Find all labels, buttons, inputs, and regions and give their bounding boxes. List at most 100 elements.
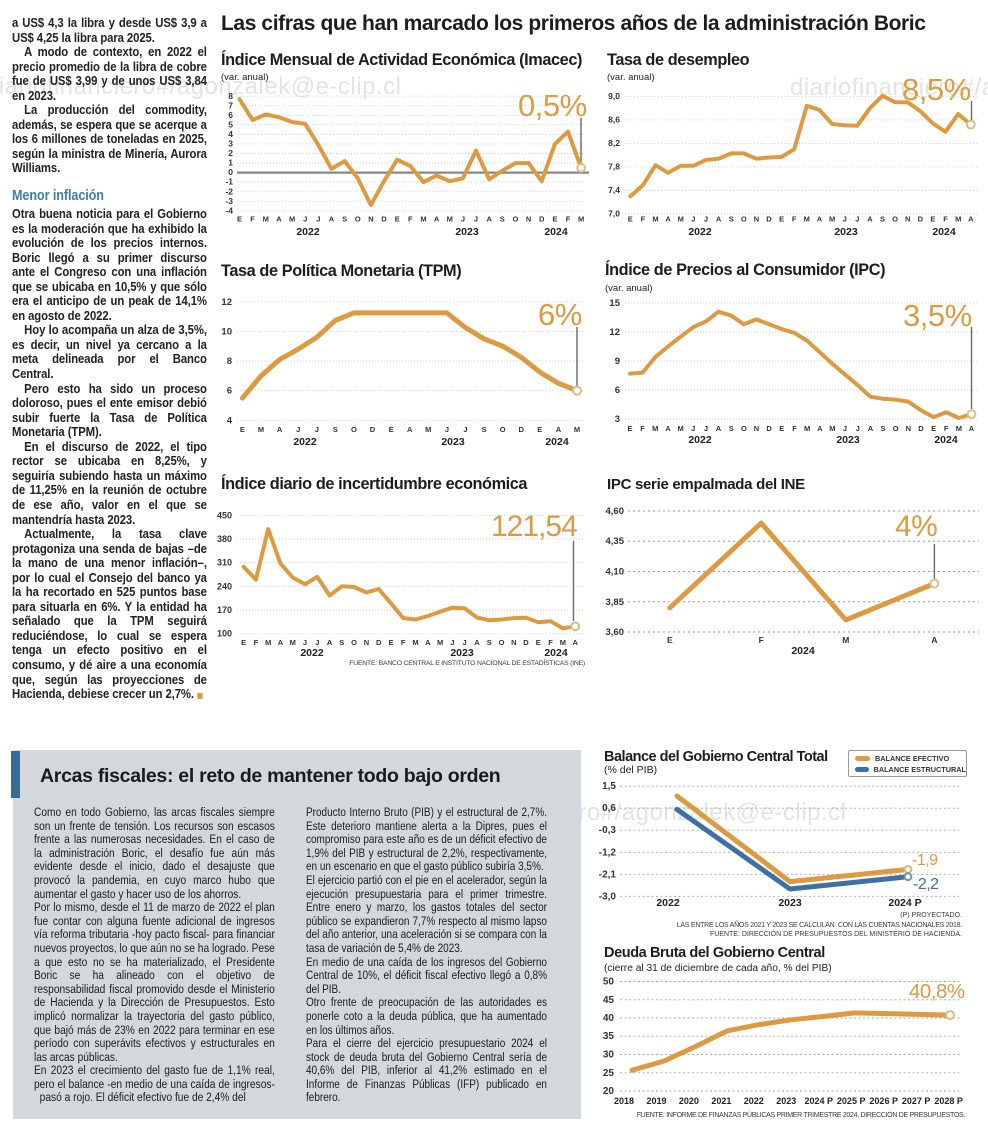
svg-text:D: D [539, 215, 545, 224]
svg-text:A: A [572, 638, 578, 647]
svg-text:S: S [729, 215, 734, 224]
svg-text:A: A [474, 638, 480, 647]
svg-text:M: M [265, 638, 271, 647]
svg-text:2022: 2022 [688, 434, 712, 446]
svg-text:2022: 2022 [688, 226, 712, 238]
svg-text:2028 P: 2028 P [934, 1096, 963, 1106]
svg-text:A: A [969, 424, 975, 433]
svg-text:7,4: 7,4 [608, 185, 620, 195]
svg-text:M: M [652, 424, 658, 433]
svg-text:N: N [368, 215, 373, 224]
svg-text:M: M [574, 425, 580, 434]
svg-text:J: J [856, 424, 860, 433]
svg-text:J: J [843, 424, 847, 433]
svg-text:E: E [930, 215, 935, 224]
svg-text:2023: 2023 [776, 1096, 796, 1106]
svg-text:D: D [918, 215, 924, 224]
svg-text:E: E [237, 215, 242, 224]
svg-text:F: F [792, 424, 797, 433]
svg-text:450: 450 [217, 510, 232, 520]
svg-text:A: A [968, 215, 974, 224]
svg-text:J: J [450, 638, 454, 647]
svg-text:2023: 2023 [778, 897, 802, 909]
svg-text:N: N [754, 424, 759, 433]
svg-text:35: 35 [603, 1031, 615, 1042]
svg-text:E: E [552, 215, 557, 224]
svg-text:40: 40 [603, 1013, 615, 1024]
svg-text:E: E [240, 425, 245, 434]
svg-text:6: 6 [227, 386, 232, 397]
svg-text:15: 15 [609, 298, 620, 309]
svg-text:A: A [817, 215, 823, 224]
svg-text:8: 8 [228, 91, 233, 101]
svg-text:A: A [665, 215, 671, 224]
svg-text:F: F [548, 638, 553, 647]
svg-text:2019: 2019 [646, 1096, 666, 1106]
svg-text:2024: 2024 [544, 647, 568, 659]
svg-text:J: J [303, 638, 307, 647]
svg-text:A: A [556, 425, 562, 434]
svg-text:N: N [905, 215, 910, 224]
svg-text:A: A [868, 424, 874, 433]
svg-text:J: J [843, 215, 847, 224]
svg-text:380: 380 [217, 534, 232, 544]
svg-text:M: M [804, 424, 810, 433]
svg-text:E: E [779, 424, 784, 433]
svg-text:2022: 2022 [656, 897, 680, 909]
svg-text:4,35: 4,35 [606, 536, 625, 547]
svg-text:S: S [333, 425, 338, 434]
svg-text:M: M [829, 424, 835, 433]
svg-text:E: E [627, 424, 632, 433]
svg-text:M: M [842, 635, 849, 645]
svg-text:A: A [931, 635, 937, 645]
svg-text:2024: 2024 [544, 226, 568, 238]
svg-text:3,85: 3,85 [606, 597, 625, 608]
svg-text:A: A [277, 425, 283, 434]
svg-text:E: E [628, 215, 633, 224]
svg-text:N: N [906, 424, 911, 433]
svg-text:4: 4 [228, 129, 233, 139]
svg-text:J: J [461, 215, 465, 224]
svg-text:E: E [389, 425, 394, 434]
svg-text:30: 30 [603, 1050, 615, 1061]
svg-text:N: N [364, 638, 369, 647]
svg-text:N: N [511, 638, 516, 647]
svg-text:A: A [278, 638, 284, 647]
svg-text:45: 45 [603, 995, 615, 1006]
svg-text:O: O [500, 425, 506, 434]
svg-text:2023: 2023 [441, 436, 465, 448]
svg-text:M: M [652, 215, 658, 224]
svg-text:M: M [263, 215, 269, 224]
svg-text:2024 P: 2024 P [805, 1096, 834, 1106]
svg-text:J: J [445, 425, 449, 434]
svg-text:50: 50 [603, 977, 615, 988]
svg-text:A: A [276, 215, 282, 224]
svg-text:25: 25 [603, 1068, 615, 1079]
svg-text:A: A [716, 215, 722, 224]
svg-text:2024: 2024 [545, 436, 569, 448]
svg-text:J: J [463, 638, 467, 647]
svg-text:6: 6 [615, 385, 620, 396]
svg-text:J: J [316, 215, 320, 224]
svg-text:6: 6 [228, 110, 233, 120]
svg-text:J: J [704, 215, 708, 224]
svg-text:12: 12 [221, 297, 232, 308]
svg-text:M: M [437, 638, 443, 647]
svg-text:-2: -2 [225, 186, 233, 196]
svg-text:100: 100 [217, 629, 232, 639]
svg-text:E: E [537, 425, 542, 434]
svg-text:-4: -4 [225, 205, 233, 215]
svg-text:J: J [704, 424, 708, 433]
svg-text:2023: 2023 [834, 226, 858, 238]
svg-text:O: O [741, 215, 747, 224]
svg-text:M: M [956, 424, 962, 433]
svg-text:D: D [766, 215, 772, 224]
svg-text:M: M [804, 215, 810, 224]
svg-text:F: F [759, 635, 764, 645]
svg-text:2026 P: 2026 P [869, 1096, 898, 1106]
svg-text:-1: -1 [225, 177, 233, 187]
svg-text:3: 3 [615, 414, 620, 425]
svg-text:1,5: 1,5 [602, 781, 616, 792]
svg-text:O: O [741, 424, 747, 433]
svg-text:8,2: 8,2 [608, 138, 620, 148]
